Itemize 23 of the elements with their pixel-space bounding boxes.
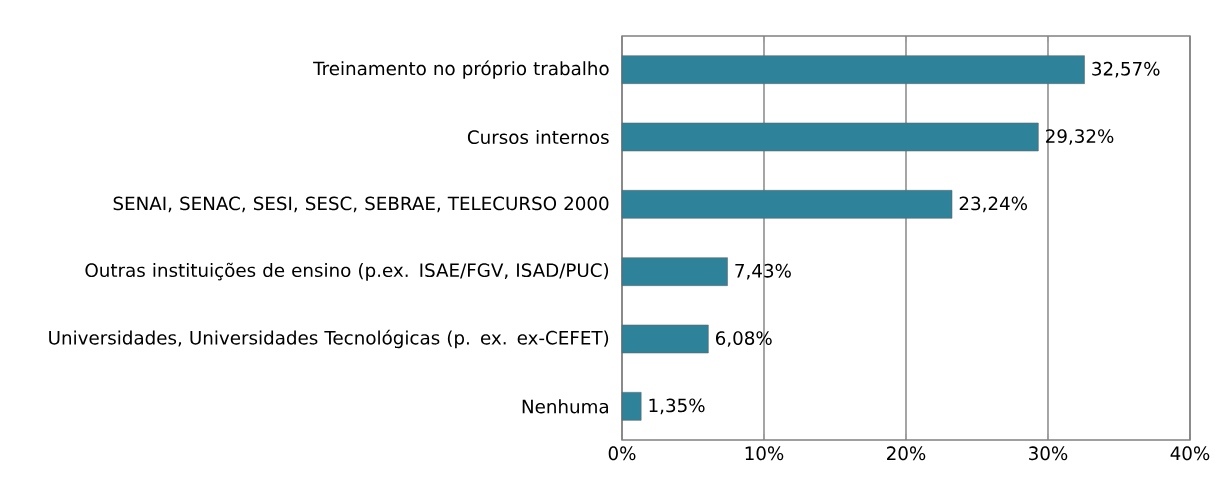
x-tick-label: 10% (745, 446, 784, 461)
data-label: 1,35% (649, 398, 705, 415)
bar (621, 392, 642, 421)
y-tick-label: Universidades, Universidades Tecnológicas (p. ex. ex-CEFET) (49, 329, 609, 349)
data-label: 7,43% (735, 263, 791, 280)
bar (621, 122, 1039, 152)
x-tick-label: 0% (608, 446, 636, 461)
data-label: 6,08% (715, 331, 772, 347)
data-label: 23,24% (959, 196, 1028, 213)
bar (621, 257, 728, 286)
bar (621, 190, 953, 219)
y-tick-label: Nenhuma (522, 399, 608, 414)
x-tick-label: 30% (1029, 446, 1068, 461)
x-tick-label: 20% (887, 446, 926, 461)
data-label: 29,32% (1046, 129, 1114, 145)
bar (621, 55, 1085, 84)
data-label: 32,57% (1092, 61, 1160, 78)
bar (621, 324, 709, 354)
y-tick-label: SENAI, SENAC, SESI, SESC, SEBRAE, TELECURSO 2000 (113, 196, 609, 213)
y-tick-label: Outras instituições de ensino (p.ex. ISAE/FGV, ISAD/PUC) (85, 262, 609, 281)
y-tick-label: Cursos internos (467, 129, 609, 145)
x-tick-label: 40% (1170, 446, 1210, 461)
y-tick-label: Treinamento no próprio trabalho (313, 60, 609, 79)
